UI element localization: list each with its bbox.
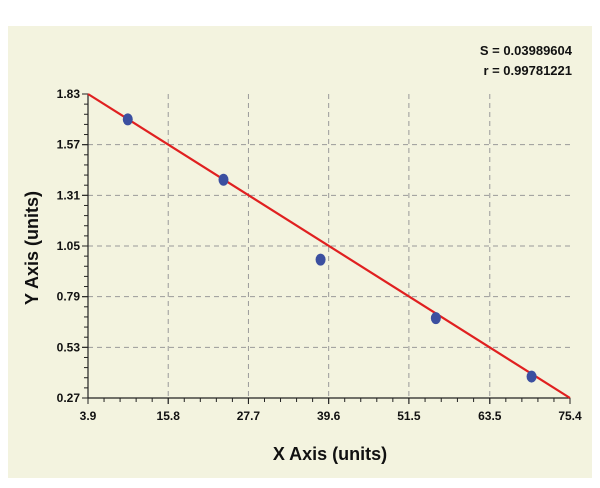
r-statistic: r = 0.99781221 — [483, 63, 572, 78]
s-statistic: S = 0.03989604 — [480, 43, 573, 58]
x-tick-label: 51.5 — [397, 409, 421, 423]
y-axis-title: Y Axis (units) — [22, 191, 42, 305]
y-tick-label: 0.53 — [57, 340, 81, 354]
y-tick-label: 1.57 — [57, 138, 81, 152]
x-tick-label: 75.4 — [558, 409, 582, 423]
x-tick-label: 39.6 — [317, 409, 341, 423]
regression-line — [87, 93, 571, 399]
data-point — [315, 253, 326, 266]
x-tick-label: 3.9 — [80, 409, 97, 423]
tick-labels: 3.9 15.8 27.7 39.6 51.5 63.5 75.4 0.27 0.53 0.79 1… — [57, 87, 582, 423]
fit-line-layer — [87, 93, 571, 399]
x-tick-label: 63.5 — [478, 409, 502, 423]
x-tick-label: 27.7 — [237, 409, 261, 423]
data-point — [430, 312, 441, 325]
y-tick-label: 0.79 — [57, 290, 81, 304]
y-tick-label: 0.27 — [57, 391, 81, 405]
axes — [82, 93, 571, 404]
y-tick-label: 1.83 — [57, 87, 81, 101]
data-points — [122, 113, 537, 383]
y-tick-label: 1.31 — [57, 188, 81, 202]
data-point — [526, 370, 537, 383]
x-axis-title: X Axis (units) — [273, 444, 387, 464]
y-tick-label: 1.05 — [57, 239, 81, 253]
data-point — [122, 113, 133, 126]
chart-panel — [8, 26, 592, 478]
x-tick-label: 15.8 — [157, 409, 181, 423]
data-point — [218, 173, 229, 186]
